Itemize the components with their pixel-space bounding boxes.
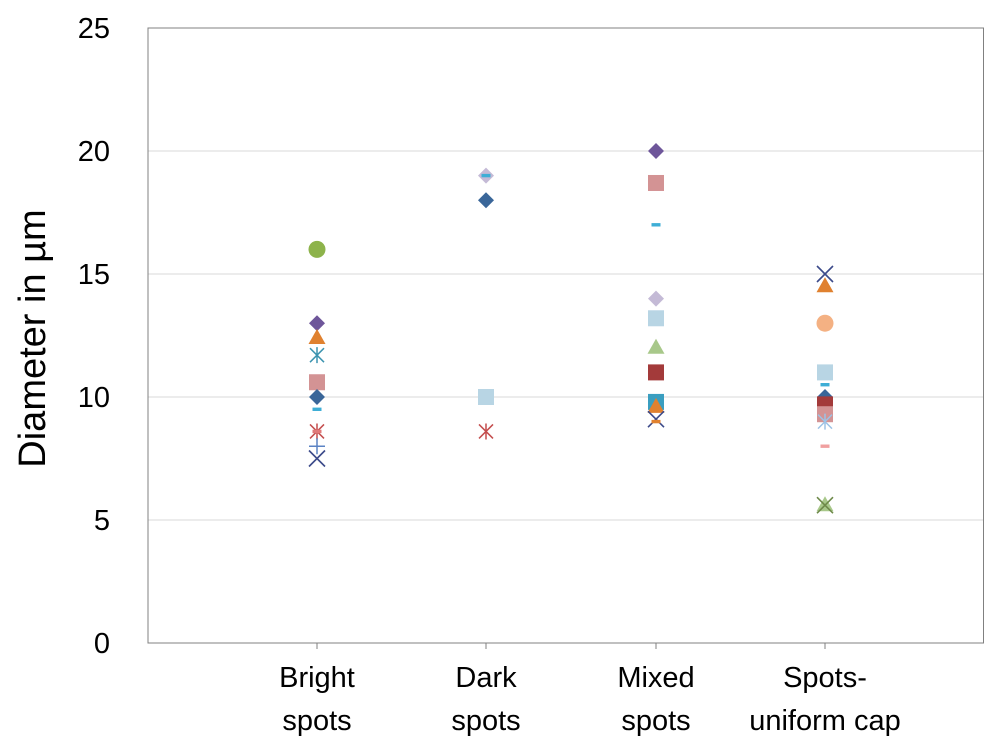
y-tick-label: 20 — [78, 136, 110, 168]
y-tick-label: 15 — [78, 259, 110, 291]
x-category-label: Dark — [455, 662, 517, 694]
data-point — [816, 277, 834, 293]
plot-area-frame — [147, 27, 984, 644]
data-point — [308, 449, 326, 468]
y-tick-label: 0 — [94, 628, 110, 660]
data-point — [647, 338, 665, 354]
data-points — [308, 143, 834, 514]
y-tick-label: 5 — [94, 505, 110, 537]
data-point — [309, 438, 325, 455]
x-category-label: uniform cap — [749, 705, 901, 737]
y-axis-title: Diameter in µm — [12, 209, 54, 467]
x-axis-ticks — [316, 643, 826, 649]
data-point — [648, 143, 664, 159]
data-point — [648, 174, 664, 191]
x-axis-category-labels: Bright spots Dark spots Mixed spots Spots-unif… — [279, 662, 901, 737]
data-point — [312, 407, 322, 411]
x-category-label: Bright — [279, 662, 355, 694]
data-point — [478, 423, 494, 440]
data-point — [309, 374, 325, 391]
data-point — [648, 364, 664, 381]
data-point — [312, 429, 322, 434]
x-category-label: spots — [282, 705, 351, 737]
x-category-label: spots — [451, 705, 520, 737]
data-point — [651, 223, 661, 227]
data-point — [309, 389, 325, 405]
data-point — [308, 328, 326, 344]
data-point — [478, 389, 494, 405]
data-point — [820, 383, 830, 387]
data-point — [309, 347, 325, 364]
data-point — [816, 314, 834, 332]
data-point — [816, 265, 834, 283]
x-category-label: Spots- — [783, 662, 867, 694]
data-point — [820, 444, 830, 448]
data-point — [816, 496, 834, 512]
y-axis-ticks: 0 5 10 15 20 25 — [78, 13, 110, 660]
data-point — [651, 419, 661, 424]
x-category-label: spots — [621, 705, 690, 737]
data-point — [648, 290, 664, 307]
data-point — [817, 364, 833, 381]
x-category-label: Mixed — [617, 662, 694, 694]
data-point — [647, 410, 665, 428]
y-tick-label: 25 — [78, 13, 110, 45]
data-point — [481, 173, 491, 178]
data-point — [478, 192, 494, 209]
data-point — [817, 413, 833, 430]
y-tick-label: 10 — [78, 382, 110, 414]
gridlines — [148, 150, 984, 521]
data-point — [648, 310, 664, 327]
data-point — [816, 496, 834, 514]
data-point — [309, 315, 325, 332]
data-point — [308, 240, 326, 258]
data-point — [647, 397, 665, 413]
